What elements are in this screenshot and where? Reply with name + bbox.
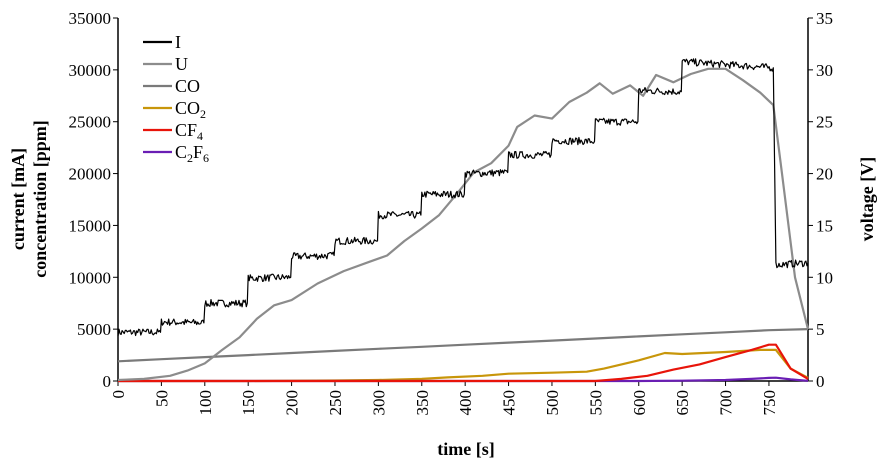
axes: 0500010000150002000025000300003500005101… bbox=[69, 9, 834, 416]
legend-label: U bbox=[175, 54, 188, 74]
legend-label: I bbox=[175, 32, 181, 52]
y-tick-label: 15000 bbox=[69, 216, 112, 235]
x-tick-label: 450 bbox=[500, 390, 519, 416]
y-tick-label: 30000 bbox=[69, 61, 112, 80]
y2-tick-label: 15 bbox=[816, 216, 833, 235]
y2-tick-label: 10 bbox=[816, 268, 833, 287]
y-tick-label: 0 bbox=[103, 372, 112, 391]
y2-tick-label: 25 bbox=[816, 113, 833, 132]
y-tick-label: 5000 bbox=[77, 320, 111, 339]
y2-tick-label: 20 bbox=[816, 165, 833, 184]
x-tick-label: 250 bbox=[326, 390, 345, 416]
y2-tick-label: 35 bbox=[816, 9, 833, 28]
series-line-5 bbox=[118, 376, 809, 383]
x-tick-label: 500 bbox=[543, 390, 562, 416]
legend-label: CO bbox=[175, 76, 200, 96]
y2-tick-label: 30 bbox=[816, 61, 833, 80]
x-tick-label: 50 bbox=[152, 390, 171, 407]
y-tick-label: 10000 bbox=[69, 268, 112, 287]
x-tick-label: 0 bbox=[109, 390, 128, 399]
series-line-0 bbox=[117, 58, 809, 337]
x-tick-label: 300 bbox=[369, 390, 388, 416]
x-tick-label: 600 bbox=[630, 390, 649, 416]
legend-label: CO2 bbox=[175, 98, 206, 121]
x-tick-label: 700 bbox=[717, 390, 736, 416]
x-tick-label: 150 bbox=[239, 390, 258, 416]
x-axis-label: time [s] bbox=[437, 439, 494, 459]
series-line-3 bbox=[118, 348, 809, 383]
x-tick-label: 100 bbox=[196, 390, 215, 416]
x-tick-label: 750 bbox=[760, 390, 779, 416]
series-line-2 bbox=[117, 328, 809, 363]
x-tick-label: 650 bbox=[673, 390, 692, 416]
y-axis-label-current: current [mA] bbox=[8, 148, 28, 250]
series-line-4 bbox=[118, 343, 809, 383]
y-tick-label: 35000 bbox=[69, 9, 112, 28]
y2-tick-label: 5 bbox=[816, 320, 825, 339]
x-tick-label: 550 bbox=[586, 390, 605, 416]
series-line-1 bbox=[117, 67, 810, 382]
x-tick-label: 200 bbox=[283, 390, 302, 416]
y2-tick-label: 0 bbox=[816, 372, 825, 391]
x-tick-label: 400 bbox=[456, 390, 475, 416]
y2-axis-label: voltage [V] bbox=[857, 157, 877, 241]
legend-label: CF4 bbox=[175, 120, 203, 143]
y-tick-label: 20000 bbox=[69, 165, 112, 184]
series-layer bbox=[117, 58, 810, 383]
x-tick-label: 350 bbox=[413, 390, 432, 416]
legend-label: C2F6 bbox=[175, 142, 209, 165]
y-tick-label: 25000 bbox=[69, 113, 112, 132]
y-axis-label-concentration: concentration [ppm] bbox=[30, 120, 50, 277]
